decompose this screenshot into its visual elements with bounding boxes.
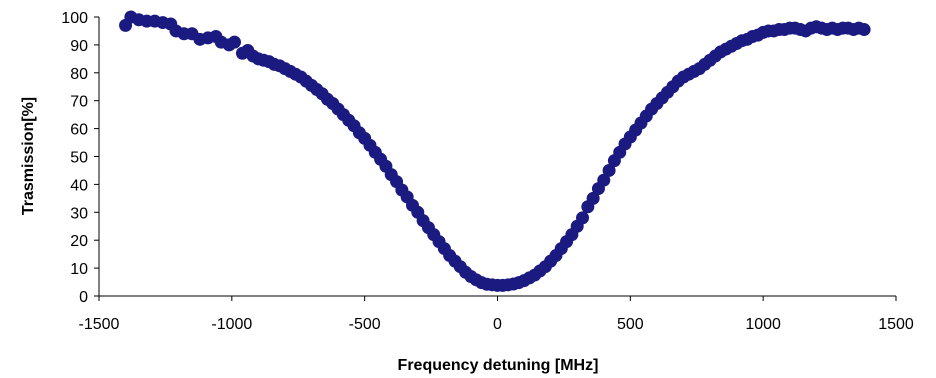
y-tick-label: 70	[70, 94, 88, 111]
data-markers	[119, 10, 871, 292]
x-axis: -1500 -1000 -500 0 500 1000 1500	[79, 295, 914, 333]
x-axis-title: Frequency detuning [MHz]	[398, 357, 599, 374]
data-point	[227, 35, 241, 49]
y-tick-label: 90	[70, 38, 88, 55]
y-tick-label: 30	[70, 205, 88, 222]
y-tick-label: 20	[70, 233, 88, 250]
x-tick-label: -1500	[79, 316, 120, 333]
y-tick-label: 60	[70, 122, 88, 139]
y-tick-label: 50	[70, 150, 88, 167]
x-tick-label: -500	[349, 316, 381, 333]
y-axis: 0 10 20 30 40 50 60 70 80 90 100	[61, 10, 100, 306]
x-tick-label: 0	[493, 316, 502, 333]
x-tick-label: 500	[617, 316, 644, 333]
y-axis-title: Trasmission[%]	[20, 97, 37, 215]
x-tick-label: 1000	[745, 316, 781, 333]
data-point	[597, 173, 611, 187]
data-point	[857, 23, 871, 37]
y-tick-label: 100	[61, 10, 88, 27]
x-tick-label: -1000	[211, 316, 252, 333]
y-tick-label: 10	[70, 261, 88, 278]
x-tick-label: 1500	[878, 316, 914, 333]
y-tick-label: 40	[70, 177, 88, 194]
y-tick-label: 80	[70, 66, 88, 83]
data-point	[602, 163, 616, 177]
data-point	[586, 191, 600, 205]
y-tick-label: 0	[79, 289, 88, 306]
data-point	[576, 211, 590, 225]
